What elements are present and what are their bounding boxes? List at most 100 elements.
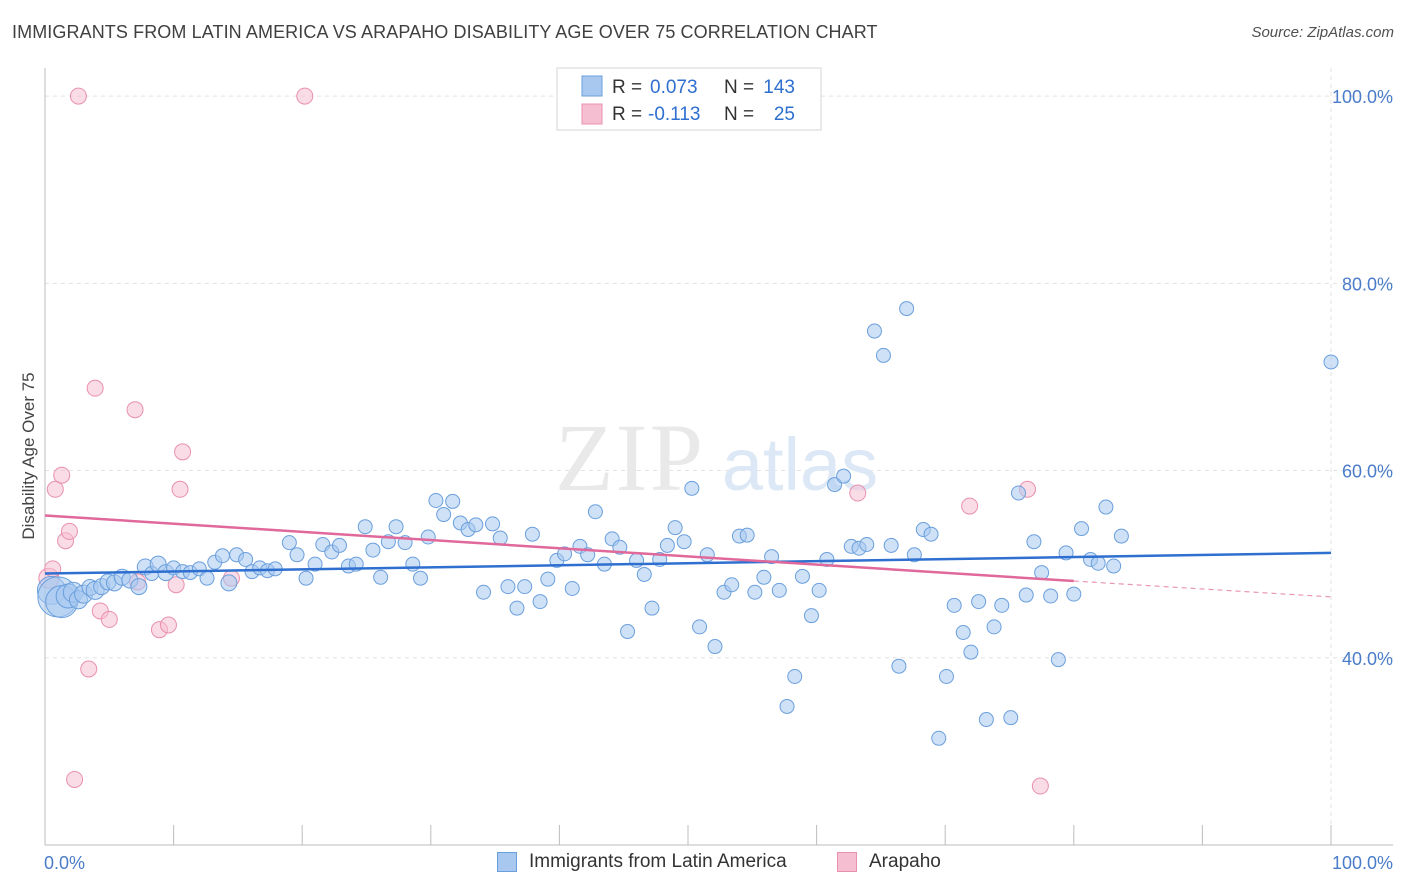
point-latin-america: [779, 698, 795, 714]
trendline-latin-america: [44, 551, 1332, 575]
point-arapaho: [296, 87, 314, 105]
point-latin-america: [436, 507, 452, 523]
point-latin-america: [445, 493, 461, 509]
point-latin-america: [1098, 499, 1114, 515]
point-latin-america: [764, 549, 780, 565]
point-latin-america: [946, 597, 962, 613]
legend-swatch-blue: [497, 852, 517, 872]
point-latin-america: [281, 535, 297, 551]
point-latin-america: [794, 568, 810, 584]
points-layer: [36, 87, 1339, 795]
legend-item-latin-america: Immigrants from Latin America: [497, 851, 787, 873]
stats-n-label-1: N =: [724, 77, 754, 98]
y-tick-label: 40.0%: [1342, 649, 1393, 669]
point-latin-america: [938, 668, 954, 684]
point-latin-america: [931, 730, 947, 746]
point-latin-america: [971, 594, 987, 610]
point-latin-america: [199, 570, 215, 586]
point-latin-america: [986, 619, 1002, 635]
point-latin-america: [724, 577, 740, 593]
x-tick-label: 0.0%: [44, 853, 85, 873]
point-latin-america: [771, 582, 787, 598]
point-latin-america: [130, 578, 148, 596]
legend-label-latin-america: Immigrants from Latin America: [529, 851, 787, 872]
point-arapaho: [66, 770, 84, 788]
point-latin-america: [620, 624, 636, 640]
point-latin-america: [307, 556, 323, 572]
point-arapaho: [171, 480, 189, 498]
point-arapaho: [174, 443, 192, 461]
point-latin-america: [1011, 485, 1027, 501]
chart-title: IMMIGRANTS FROM LATIN AMERICA VS ARAPAHO…: [12, 22, 878, 42]
point-latin-america: [684, 480, 700, 496]
point-latin-america: [994, 597, 1010, 613]
point-latin-america: [1050, 652, 1066, 668]
stats-r-value-2: -0.113: [648, 104, 700, 125]
point-latin-america: [509, 600, 525, 616]
point-latin-america: [699, 547, 715, 563]
point-latin-america: [811, 582, 827, 598]
x-tick-labels: 0.0% 100.0%: [44, 853, 1393, 873]
point-latin-america: [891, 658, 907, 674]
point-latin-america: [1106, 558, 1122, 574]
point-latin-america: [1113, 528, 1129, 544]
stats-swatch-blue: [581, 75, 603, 97]
y-tick-label: 80.0%: [1342, 274, 1393, 294]
point-latin-america: [883, 537, 899, 553]
stats-legend: R = 0.073 N = 143 R = -0.113 N = 25: [556, 67, 822, 131]
point-latin-america: [899, 301, 915, 317]
point-latin-america: [667, 520, 683, 536]
point-latin-america: [978, 712, 994, 728]
point-latin-america: [524, 526, 540, 542]
point-latin-america: [557, 546, 573, 562]
point-arapaho: [86, 379, 104, 397]
point-arapaho: [69, 87, 87, 105]
point-latin-america: [564, 580, 580, 596]
watermark-zip: ZIP: [555, 404, 705, 511]
legend-item-arapaho: Arapaho: [837, 851, 941, 873]
point-latin-america: [238, 551, 254, 567]
point-latin-america: [739, 527, 755, 543]
point-latin-america: [500, 579, 516, 595]
stats-n-label-2: N =: [724, 104, 754, 125]
point-arapaho: [80, 660, 98, 678]
point-latin-america: [756, 569, 772, 585]
legend-swatch-pink: [837, 852, 857, 872]
point-latin-america: [428, 492, 444, 508]
point-latin-america: [1003, 710, 1019, 726]
x-tick-label: 100.0%: [1332, 853, 1393, 873]
point-arapaho: [849, 484, 867, 502]
trend-layer: [44, 514, 1332, 598]
point-latin-america: [420, 529, 436, 545]
point-latin-america: [220, 574, 238, 592]
point-latin-america: [517, 579, 533, 595]
axis-layer: [44, 68, 1393, 846]
point-latin-america: [289, 547, 305, 563]
grid-layer: [45, 68, 1393, 845]
point-latin-america: [532, 594, 548, 610]
point-arapaho: [53, 466, 71, 484]
legend-label-arapaho: Arapaho: [869, 851, 941, 872]
watermark: ZIP atlas: [555, 404, 878, 511]
point-latin-america: [587, 504, 603, 520]
y-tick-label: 60.0%: [1342, 462, 1393, 482]
point-latin-america: [485, 516, 501, 532]
y-axis-label: Disability Age Over 75: [19, 372, 38, 539]
point-latin-america: [963, 644, 979, 660]
point-latin-america: [1090, 555, 1106, 571]
trendline-arapaho-extension: [1073, 580, 1332, 598]
point-latin-america: [636, 566, 652, 582]
point-latin-america: [357, 519, 373, 535]
point-latin-america: [747, 584, 763, 600]
point-latin-america: [365, 542, 381, 558]
point-latin-america: [373, 569, 389, 585]
series-legend: Immigrants from Latin America Arapaho: [0, 851, 1406, 879]
point-latin-america: [707, 639, 723, 655]
point-latin-america: [1323, 354, 1339, 370]
point-latin-america: [405, 556, 421, 572]
trendline-arapaho: [44, 514, 1074, 583]
point-latin-america: [476, 584, 492, 600]
point-latin-america: [298, 570, 314, 586]
point-arapaho: [46, 480, 64, 498]
point-latin-america: [468, 517, 484, 533]
